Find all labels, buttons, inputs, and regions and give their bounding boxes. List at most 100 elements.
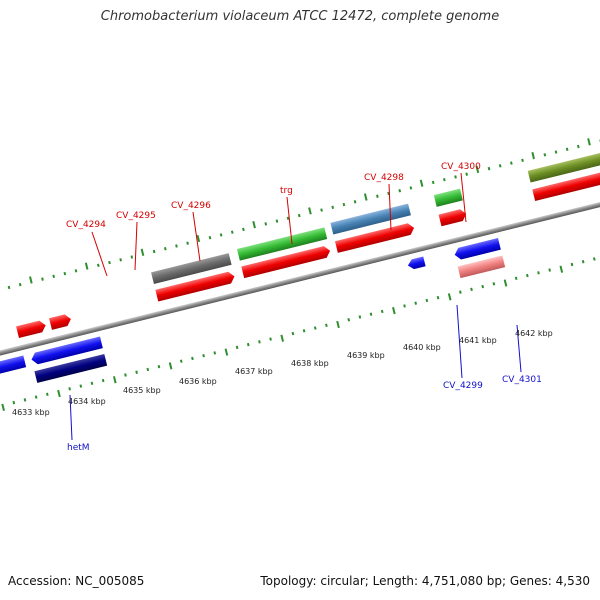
ruler-major-tick	[503, 279, 508, 287]
ruler-minor-tick	[376, 194, 379, 198]
ruler-minor-tick	[101, 378, 105, 383]
gene-feature-hetm[interactable]	[34, 353, 108, 383]
ruler-minor-tick	[179, 359, 183, 363]
ruler-minor-tick	[526, 273, 529, 278]
ruler-label: 4635 kbp	[123, 386, 161, 395]
ruler-minor-tick	[353, 200, 357, 204]
ruler-minor-tick	[175, 244, 178, 248]
map-title: Chromobacterium violaceum ATCC 12472, co…	[100, 9, 500, 24]
ruler-label: 4634 kbp	[68, 397, 106, 406]
cds-cv4300[interactable]	[438, 208, 468, 227]
ruler-minor-tick	[275, 219, 279, 223]
ruler-minor-tick	[235, 345, 239, 350]
ruler-minor-tick	[63, 271, 67, 276]
ruler-minor-tick	[487, 166, 491, 171]
ruler-minor-tick	[592, 257, 596, 261]
ruler-minor-tick	[34, 395, 38, 399]
ruler-minor-tick	[570, 262, 574, 267]
gene-feature-olive[interactable]	[527, 150, 600, 183]
gene-feature-cv4300[interactable]	[433, 188, 463, 207]
gene-feature-cv4296[interactable]	[151, 253, 232, 285]
cds-olive[interactable]	[532, 169, 600, 201]
ruler-minor-tick	[459, 290, 462, 294]
gene-label-cv4299[interactable]: CV_4299	[443, 381, 483, 391]
gene-label-hetm[interactable]: hetM	[67, 443, 90, 453]
ruler-minor-tick	[492, 282, 496, 286]
ruler-minor-tick	[124, 373, 127, 377]
ruler-minor-tick	[135, 370, 138, 374]
ruler-label: 4639 kbp	[347, 351, 385, 360]
cds-cv4298[interactable]	[334, 222, 416, 253]
ruler-minor-tick	[543, 153, 547, 157]
ruler-minor-tick	[79, 384, 83, 388]
ruler-minor-tick	[202, 353, 205, 358]
ruler-major-tick	[559, 265, 564, 273]
ruler-major-tick	[419, 179, 424, 187]
ruler-minor-tick	[163, 247, 167, 251]
ruler-minor-tick	[398, 189, 402, 193]
gene-label-cv4298[interactable]: CV_4298	[364, 173, 404, 183]
ruler-minor-tick	[369, 312, 373, 316]
ruler-minor-tick	[291, 331, 295, 336]
ruler-major-tick	[112, 376, 117, 384]
gene-feature-cv4301[interactable]	[457, 255, 506, 279]
ruler-minor-tick	[470, 287, 473, 292]
ruler-minor-tick	[90, 381, 94, 385]
ruler-minor-tick	[514, 276, 518, 281]
ruler-minor-tick	[258, 340, 261, 344]
ruler-minor-tick	[152, 249, 156, 254]
ruler-label: 4641 kbp	[459, 336, 497, 345]
ruler-major-tick	[168, 362, 173, 370]
gene-label-cv4294[interactable]: CV_4294	[66, 220, 106, 230]
gene-label-trg[interactable]: trg	[280, 186, 293, 196]
ruler-minor-tick	[342, 202, 346, 207]
ruler-minor-tick	[7, 285, 11, 290]
ruler-minor-tick	[186, 241, 189, 245]
ruler-minor-tick	[414, 301, 418, 305]
ruler-minor-tick	[12, 400, 16, 405]
cds-hetm[interactable]	[30, 336, 103, 366]
ruler-minor-tick	[219, 233, 223, 237]
gene-label-cv4300[interactable]: CV_4300	[441, 162, 481, 172]
ruler-minor-tick	[347, 318, 351, 322]
gene-feature-cv4298[interactable]	[330, 203, 411, 235]
ruler-minor-tick	[425, 298, 429, 303]
ruler-minor-tick	[191, 356, 194, 361]
cds-cv4294[interactable]	[16, 319, 47, 339]
ruler-minor-tick	[18, 282, 22, 287]
ruler-major-tick	[252, 221, 256, 229]
ruler-minor-tick	[465, 172, 469, 176]
cds-trg[interactable]	[241, 245, 331, 279]
ruler-minor-tick	[157, 365, 161, 369]
leader-lines	[69, 172, 522, 441]
ruler-minor-tick	[403, 304, 406, 308]
cds-cv4301[interactable]	[453, 238, 501, 261]
ruler-major-tick	[84, 262, 89, 270]
ruler-minor-tick	[581, 260, 585, 264]
ruler-labels: 4633 kbp 4634 kbp 4635 kbp 4636 kbp 4637…	[12, 329, 553, 417]
ruler-minor-tick	[230, 230, 234, 234]
cds-left-edge[interactable]	[0, 355, 27, 378]
ruler-minor-tick	[41, 277, 44, 281]
ruler-minor-tick	[213, 351, 217, 355]
cds-cv4295[interactable]	[49, 313, 72, 330]
cds-cv4296[interactable]	[155, 271, 236, 302]
ruler-label: 4642 kbp	[515, 329, 553, 338]
ruler-minor-tick	[246, 342, 250, 347]
ruler-minor-tick	[498, 164, 502, 168]
gene-label-cv4295[interactable]: CV_4295	[116, 211, 156, 221]
ruler-minor-tick	[297, 213, 301, 218]
gene-feature-trg[interactable]	[236, 227, 328, 261]
ruler-minor-tick	[52, 274, 55, 279]
ruler-minor-tick	[119, 258, 122, 262]
ruler-major-tick	[308, 207, 312, 215]
ruler-major-tick	[57, 389, 61, 398]
gene-label-cv4296[interactable]: CV_4296	[171, 201, 211, 211]
ruler-minor-tick	[565, 147, 569, 151]
gene-label-cv4301[interactable]: CV_4301	[502, 375, 542, 385]
topology-text: Topology: circular; Length: 4,751,080 bp…	[260, 574, 590, 588]
ruler-minor-tick	[554, 150, 558, 154]
ruler-minor-tick	[481, 284, 485, 289]
cds-cv4299[interactable]	[407, 256, 426, 271]
ruler-minor-tick	[320, 208, 323, 212]
